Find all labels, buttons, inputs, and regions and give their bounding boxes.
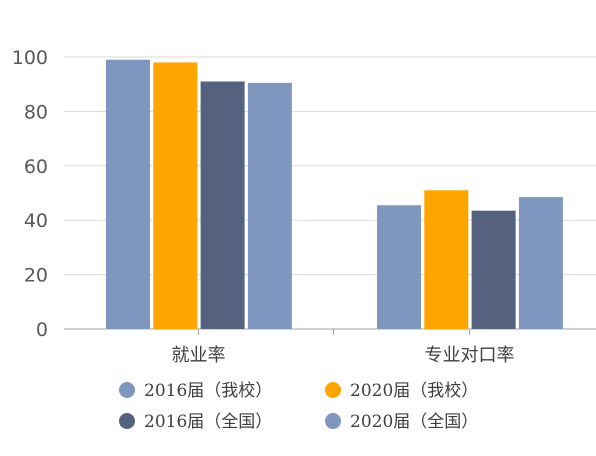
y-tick-label: 100 <box>12 47 48 69</box>
legend-label: 2020届（我校） <box>350 381 478 401</box>
y-tick-label: 60 <box>24 156 48 178</box>
legend-label: 2020届（全国） <box>350 412 478 432</box>
legend-item: 2016届（全国） <box>119 412 272 432</box>
bar <box>377 205 421 329</box>
y-axis-ticks: 0 20 40 60 80 100 <box>12 47 48 341</box>
legend-item: 2020届（全国） <box>325 412 478 432</box>
bar <box>518 197 563 329</box>
y-tick-label: 0 <box>36 319 48 341</box>
bar <box>200 81 245 329</box>
bar <box>471 210 516 329</box>
legend-label: 2016届（我校） <box>144 381 272 401</box>
legend: 2016届（我校） 2020届（我校） 2016届（全国） 2020届（全国） <box>119 381 478 432</box>
y-tick-label: 80 <box>24 101 48 123</box>
legend-marker <box>325 413 341 429</box>
x-axis: 就业率 专业对口率 <box>172 329 515 366</box>
legend-item: 2016届（我校） <box>119 381 272 401</box>
legend-item: 2020届（我校） <box>325 381 478 401</box>
bar <box>424 190 469 329</box>
y-tick-label: 40 <box>24 210 48 232</box>
legend-marker <box>119 382 135 398</box>
legend-label: 2016届（全国） <box>144 412 272 432</box>
y-tick-label: 20 <box>24 265 48 287</box>
bar <box>153 62 198 329</box>
bar <box>106 59 150 329</box>
x-category-label: 就业率 <box>172 345 226 366</box>
legend-marker <box>119 413 135 429</box>
bar <box>247 82 292 329</box>
x-category-label: 专业对口率 <box>425 345 515 366</box>
legend-marker <box>325 382 341 398</box>
bars <box>106 59 563 329</box>
